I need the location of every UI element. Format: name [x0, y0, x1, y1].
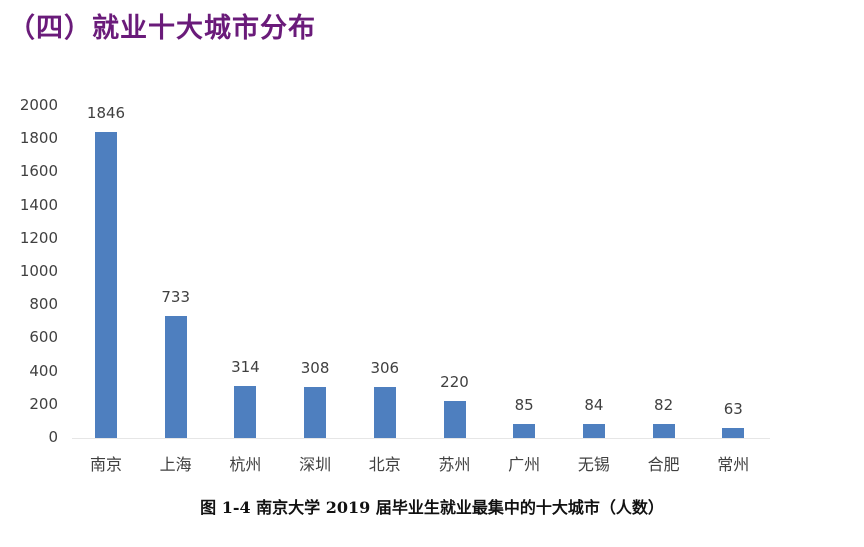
data-label: 82 — [654, 396, 674, 415]
x-category-label: 深圳 — [299, 455, 332, 474]
x-axis-line — [72, 438, 770, 439]
y-tick-label: 400 — [29, 361, 58, 380]
y-tick-label: 1800 — [19, 129, 58, 148]
y-tick-label: 800 — [29, 295, 58, 314]
bar — [722, 427, 745, 438]
y-tick-label: 1000 — [19, 262, 58, 280]
x-category-label: 无锡 — [577, 455, 610, 474]
data-label: 85 — [514, 395, 534, 414]
figure-caption: 图 1-4 南京大学 2019 届毕业生就业最集中的十大城市（人数） — [200, 498, 664, 517]
section-title: （四）就业十大城市分布 — [8, 13, 316, 44]
data-label: 306 — [370, 359, 400, 378]
data-label: 314 — [231, 357, 260, 376]
bar — [652, 424, 675, 438]
x-category-label: 上海 — [159, 455, 192, 474]
x-category-label: 合肥 — [647, 455, 680, 474]
bar — [95, 131, 117, 438]
bar — [373, 387, 396, 438]
data-label: 84 — [584, 396, 604, 415]
x-category-label: 常州 — [717, 455, 750, 474]
bar — [582, 424, 605, 438]
y-tick-label: 1200 — [19, 228, 58, 247]
x-category-label: 苏州 — [438, 455, 471, 474]
y-tick-label: 200 — [29, 394, 58, 413]
data-label: 1846 — [86, 103, 126, 122]
y-tick-label: 600 — [29, 328, 58, 347]
data-label: 308 — [300, 358, 330, 377]
x-category-label: 北京 — [368, 455, 401, 474]
data-label: 220 — [440, 373, 469, 392]
bar — [164, 316, 187, 438]
bar — [443, 401, 466, 438]
bar — [513, 423, 536, 438]
bar — [304, 386, 327, 438]
x-category-label: 广州 — [508, 455, 541, 474]
x-category-label: 杭州 — [229, 455, 262, 474]
x-category-label: 南京 — [89, 455, 122, 474]
y-tick-label: 2000 — [19, 96, 58, 114]
y-tick-label: 1600 — [19, 162, 58, 181]
data-label: 63 — [723, 399, 743, 418]
data-label: 733 — [161, 288, 190, 307]
y-tick-label: 1400 — [19, 195, 58, 214]
bar — [234, 385, 257, 438]
y-tick-label: 0 — [48, 428, 58, 446]
